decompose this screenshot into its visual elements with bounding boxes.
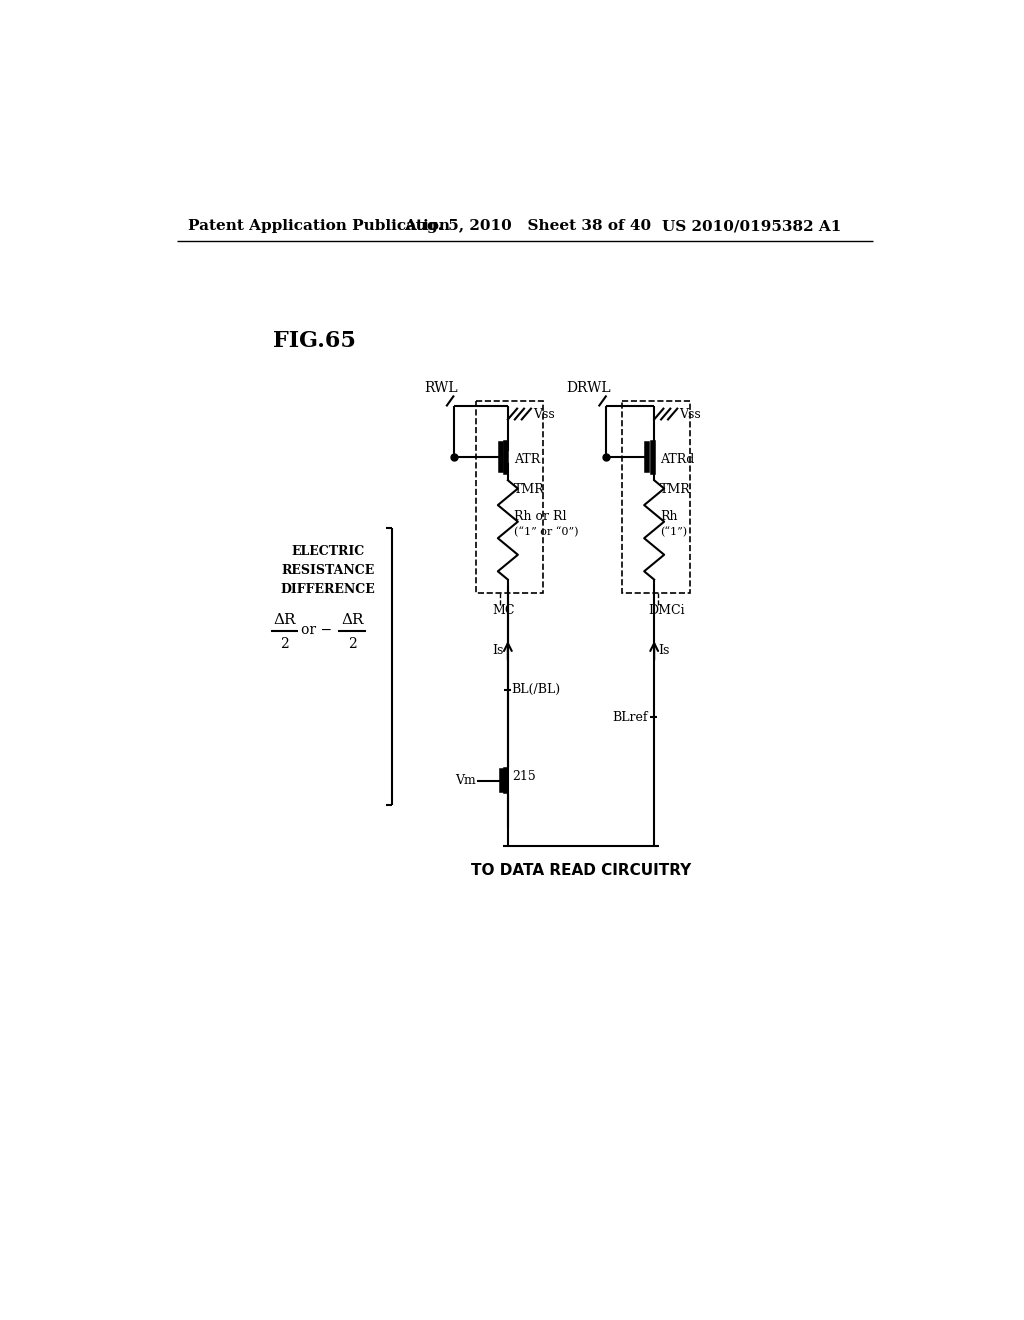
Bar xyxy=(475,401,544,594)
Text: MC: MC xyxy=(493,603,515,616)
Text: DIFFERENCE: DIFFERENCE xyxy=(281,583,375,597)
Text: RWL: RWL xyxy=(425,381,459,395)
Text: 2: 2 xyxy=(281,636,289,651)
Text: ΔR: ΔR xyxy=(341,614,364,627)
Bar xyxy=(622,401,689,594)
Text: FIG.65: FIG.65 xyxy=(273,330,356,352)
Text: 215: 215 xyxy=(512,770,537,783)
Text: 2: 2 xyxy=(348,636,356,651)
Text: Vss: Vss xyxy=(680,408,701,421)
Text: (“1”): (“1”) xyxy=(660,527,687,537)
Text: Patent Application Publication: Patent Application Publication xyxy=(188,219,451,234)
Text: TO DATA READ CIRCUITRY: TO DATA READ CIRCUITRY xyxy=(471,863,691,878)
Text: ELECTRIC: ELECTRIC xyxy=(291,545,365,557)
Text: BLref: BLref xyxy=(612,711,648,723)
Text: Is: Is xyxy=(492,644,503,657)
Text: Vss: Vss xyxy=(534,408,555,421)
Text: TMR: TMR xyxy=(514,483,545,496)
Text: ATRd: ATRd xyxy=(660,453,694,466)
Text: ATR: ATR xyxy=(514,453,541,466)
Text: Rh: Rh xyxy=(660,510,678,523)
Text: Rh or Rl: Rh or Rl xyxy=(514,510,566,523)
Text: DRWL: DRWL xyxy=(566,381,611,395)
Text: US 2010/0195382 A1: US 2010/0195382 A1 xyxy=(662,219,842,234)
Text: RESISTANCE: RESISTANCE xyxy=(281,564,375,577)
Text: TMR: TMR xyxy=(660,483,691,496)
Text: Aug. 5, 2010   Sheet 38 of 40: Aug. 5, 2010 Sheet 38 of 40 xyxy=(403,219,651,234)
Text: DMCi: DMCi xyxy=(648,603,685,616)
Text: or −: or − xyxy=(301,623,333,636)
Text: BL(/BL): BL(/BL) xyxy=(512,684,561,696)
Text: Vm: Vm xyxy=(455,774,475,787)
Text: Is: Is xyxy=(658,644,670,657)
Text: (“1” or “0”): (“1” or “0”) xyxy=(514,527,579,537)
Text: ΔR: ΔR xyxy=(273,614,296,627)
